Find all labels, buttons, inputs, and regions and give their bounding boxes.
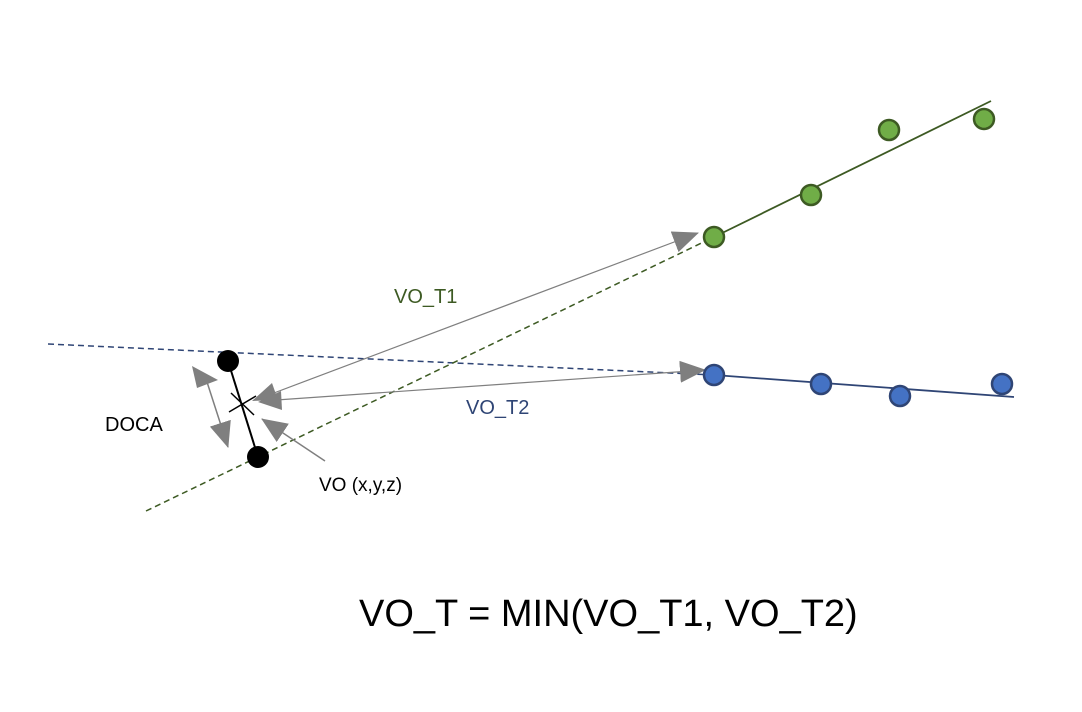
track1-fit-line [713,100,992,238]
track2-hit [809,372,833,396]
track1-hits [702,107,996,249]
track2-hits [702,363,1014,408]
track1-hit [972,107,996,131]
vo-t2-arrow-start-head [258,391,282,410]
vo-t1-arrow [257,231,699,400]
doca-arrow [206,381,231,448]
vo-t2-arrow [261,360,706,402]
formula-label: VO_T = MIN(VO_T1, VO_T2) [359,593,858,635]
track1-hit [702,225,726,249]
track1-extrapolation-line [145,236,715,512]
track1-hit [877,118,901,142]
track2-hit [702,363,726,387]
vo-t2-label: VO_T2 [466,397,529,419]
track2-hit [990,372,1014,396]
vo-label: VO (x,y,z) [319,475,402,496]
vo-cross-marker [228,392,257,416]
track1-hit [799,183,823,207]
vo-t1-label: VO_T1 [394,286,457,308]
doca-arrow-start-head [192,366,218,388]
doca-segment [227,360,259,458]
doca-label: DOCA [105,414,163,436]
track2-hit [888,384,912,408]
track2-fit-line [713,374,1015,398]
track1-closest-point [247,446,269,468]
track2-extrapolation-line [47,343,715,376]
vo-pointer-arrow [261,418,326,462]
track2-closest-point [217,350,239,372]
